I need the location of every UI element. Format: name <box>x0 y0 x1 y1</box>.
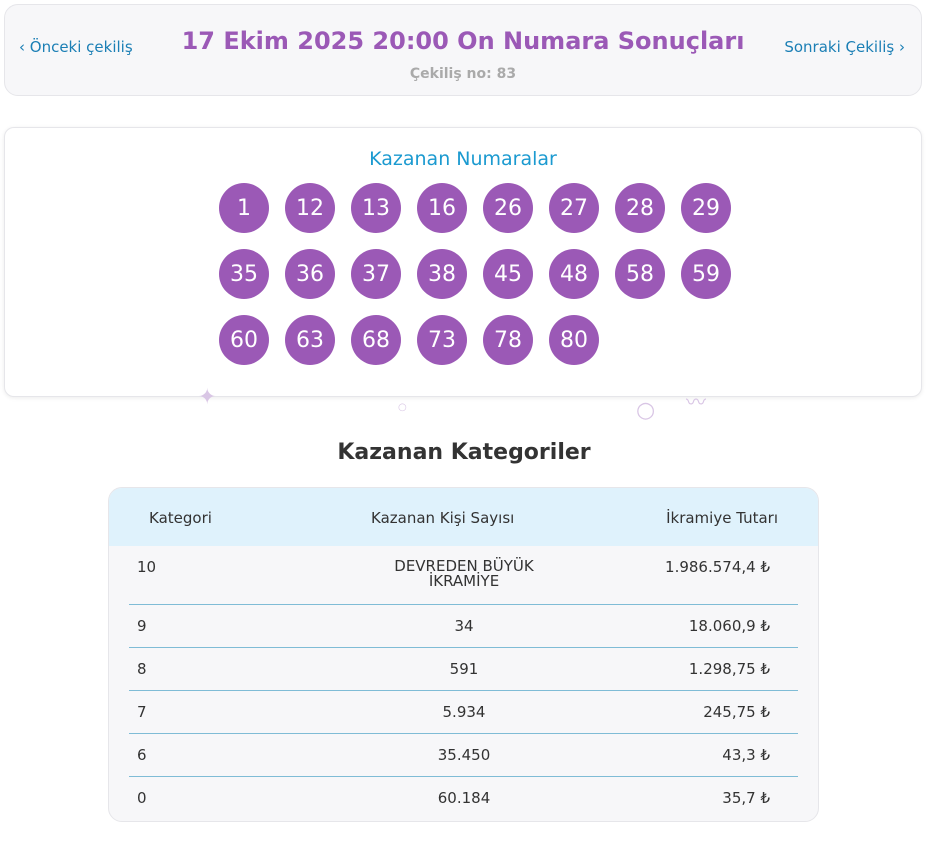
table-row: 10 DEVREDEN BÜYÜK İKRAMİYE 1.986.574,4 ₺ <box>129 546 798 605</box>
star-decoration-icon: ✦ <box>198 385 217 410</box>
winning-number-ball: 73 <box>417 315 467 365</box>
prize-cell: 43,3 ₺ <box>722 746 770 764</box>
winners-cell: 5.934 <box>442 703 486 721</box>
prize-cell: 35,7 ₺ <box>722 789 770 807</box>
winning-number-ball: 28 <box>615 183 665 233</box>
header-prize: İkramiye Tutarı <box>666 509 778 527</box>
table-header: Kategori Kazanan Kişi Sayısı İkramiye Tu… <box>109 488 818 546</box>
header-winners: Kazanan Kişi Sayısı <box>371 509 515 527</box>
winning-number-ball: 12 <box>285 183 335 233</box>
winning-number-ball: 59 <box>681 249 731 299</box>
winning-number-ball: 63 <box>285 315 335 365</box>
prize-cell: 18.060,9 ₺ <box>688 617 770 635</box>
winning-number-ball: 45 <box>483 249 533 299</box>
winning-number-ball: 38 <box>417 249 467 299</box>
table-row: 9 34 18.060,9 ₺ <box>129 605 798 648</box>
circle-decoration-icon: ○ <box>636 398 656 423</box>
winning-number-ball: 60 <box>219 315 269 365</box>
zigzag-decoration-icon: 〰 <box>686 390 706 414</box>
category-cell: 7 <box>137 703 147 721</box>
winners-cell: 60.184 <box>437 789 491 807</box>
winning-number-ball: 29 <box>681 183 731 233</box>
winners-cell: 35.450 <box>437 746 491 764</box>
table-row: 6 35.450 43,3 ₺ <box>129 734 798 777</box>
winning-number-ball: 16 <box>417 183 467 233</box>
winning-numbers-title: Kazanan Numaralar <box>369 148 557 170</box>
winning-number-ball: 58 <box>615 249 665 299</box>
winners-cell: 591 <box>449 660 479 678</box>
winning-number-ball: 1 <box>219 183 269 233</box>
ball-list: 1 12 13 16 26 27 28 29 35 36 37 38 45 48 58 59 60 63 68 73 7… <box>219 183 759 365</box>
circle-decoration-icon: ○ <box>398 402 407 413</box>
winning-number-ball: 37 <box>351 249 401 299</box>
winning-number-ball: 68 <box>351 315 401 365</box>
winning-number-ball: 27 <box>549 183 599 233</box>
category-cell: 10 <box>137 558 157 576</box>
winning-number-ball: 36 <box>285 249 335 299</box>
winners-cell: DEVREDEN BÜYÜK İKRAMİYE <box>394 557 534 590</box>
winning-number-ball: 78 <box>483 315 533 365</box>
next-draw-link[interactable]: Sonraki Çekiliş › <box>784 38 905 56</box>
winning-number-ball: 26 <box>483 183 533 233</box>
header-category: Kategori <box>149 509 212 527</box>
previous-draw-link[interactable]: ‹ Önceki çekiliş <box>19 38 133 56</box>
prize-cell: 1.298,75 ₺ <box>688 660 770 678</box>
winning-number-ball: 35 <box>219 249 269 299</box>
draw-number: Çekiliş no: 83 <box>409 66 517 82</box>
prize-cell: 245,75 ₺ <box>703 703 770 721</box>
table-row: 8 591 1.298,75 ₺ <box>129 648 798 691</box>
categories-title: Kazanan Kategoriler <box>337 440 591 465</box>
draw-header: ‹ Önceki çekiliş 17 Ekim 2025 20:00 On N… <box>4 4 922 96</box>
table-row: 0 60.184 35,7 ₺ <box>129 777 798 819</box>
winning-number-ball: 80 <box>549 315 599 365</box>
page-title: 17 Ekim 2025 20:00 On Numara Sonuçları <box>181 27 745 55</box>
category-cell: 6 <box>137 746 147 764</box>
table-row: 7 5.934 245,75 ₺ <box>129 691 798 734</box>
winning-numbers-card: Kazanan Numaralar 1 12 13 16 26 27 28 29 35 36 37 3… <box>4 127 922 397</box>
prize-cell: 1.986.574,4 ₺ <box>665 558 770 576</box>
winning-number-ball: 13 <box>351 183 401 233</box>
category-cell: 0 <box>137 789 147 807</box>
category-cell: 8 <box>137 660 147 678</box>
categories-table: Kategori Kazanan Kişi Sayısı İkramiye Tu… <box>108 487 819 822</box>
winners-cell: 34 <box>454 617 474 635</box>
winning-number-ball: 48 <box>549 249 599 299</box>
category-cell: 9 <box>137 617 147 635</box>
